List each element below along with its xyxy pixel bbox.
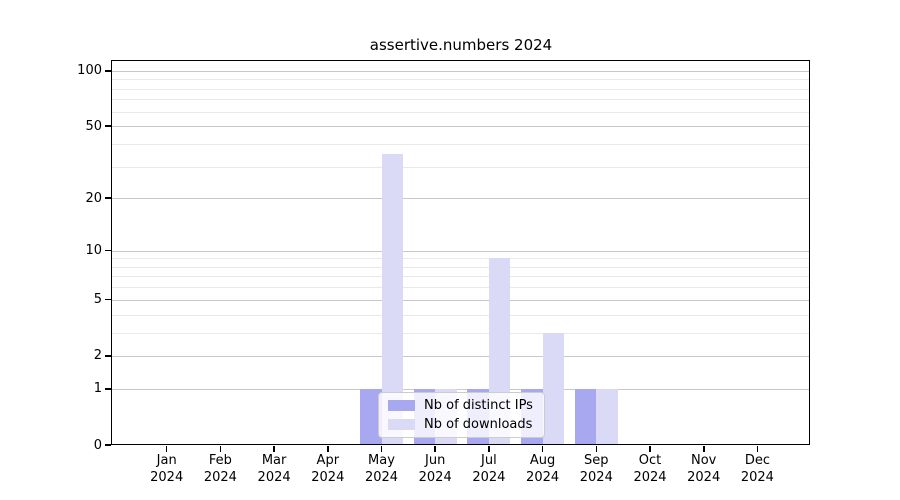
x-tick-label-oct: Oct 2024	[633, 453, 667, 485]
y-tickmark-20	[105, 197, 111, 199]
plot-area-border	[111, 60, 810, 445]
y-tick-label-10: 10	[85, 243, 102, 258]
y-tickmark-2	[105, 355, 111, 357]
y-tick-label-0: 0	[93, 437, 102, 453]
x-tickmark-feb	[219, 446, 222, 452]
bar-nb-of-distinct-ips-sep	[574, 388, 597, 445]
x-tick-label-apr: Apr 2024	[311, 453, 345, 485]
legend-label-nb-of-downloads: Nb of downloads	[424, 417, 533, 432]
gridline-minor-40	[112, 143, 810, 145]
gridline-minor-4	[112, 314, 810, 316]
gridline-minor-9	[112, 258, 810, 260]
x-tickmark-may	[380, 446, 383, 452]
y-tickmark-1	[105, 388, 111, 390]
x-tick-label-jun: Jun 2024	[418, 453, 452, 485]
gridline-minor-70	[112, 99, 810, 101]
y-tickmark-100	[105, 70, 111, 72]
y-tickmark-5	[105, 298, 111, 301]
x-tick-label-nov: Nov 2024	[687, 453, 721, 485]
gridline-minor-60	[112, 111, 810, 113]
gridline-major-20	[112, 198, 810, 200]
bar-nb-of-downloads-aug	[542, 332, 565, 445]
gridline-major-10	[112, 250, 810, 252]
gridline-major-5	[112, 299, 810, 301]
gridline-minor-8	[112, 266, 810, 268]
y-tick-label-50: 50	[85, 118, 102, 134]
y-tickmark-10	[105, 249, 111, 252]
gridline-minor-80	[112, 88, 810, 90]
legend-swatch-nb-of-downloads	[388, 419, 415, 430]
bar-nb-of-downloads-sep	[596, 388, 618, 445]
gridline-minor-90	[112, 79, 810, 81]
x-tick-label-sep: Sep 2024	[579, 453, 613, 485]
y-tick-label-100: 100	[77, 63, 102, 79]
x-tick-label-may: May 2024	[364, 453, 399, 485]
y-tickmark-50	[105, 125, 111, 127]
legend-swatch-nb-of-distinct-ips	[388, 400, 415, 411]
x-tickmark-sep	[595, 446, 597, 452]
gridline-minor-7	[112, 276, 810, 278]
gridline-major-1	[112, 388, 810, 390]
x-tickmark-jun	[434, 446, 436, 452]
x-tick-label-dec: Dec 2024	[740, 453, 774, 485]
x-tickmark-apr	[327, 446, 329, 452]
bar-nb-of-downloads-may	[381, 154, 403, 445]
y-tick-label-5: 5	[93, 292, 102, 308]
gridline-minor-6	[112, 287, 810, 289]
gridline-major-50	[112, 126, 810, 128]
bar-nb-of-distinct-ips-may	[360, 388, 382, 445]
x-tick-label-feb: Feb 2024	[203, 453, 237, 485]
x-tick-label-aug: Aug 2024	[526, 453, 560, 485]
y-tickmark-0	[105, 444, 111, 446]
x-tickmark-oct	[649, 446, 651, 452]
x-tick-label-jul: Jul 2024	[472, 453, 506, 485]
x-tickmark-mar	[273, 446, 275, 452]
legend-row-nb-of-distinct-ips: Nb of distinct IPs	[388, 398, 535, 413]
x-tickmark-dec	[756, 446, 759, 452]
x-tickmark-aug	[541, 446, 544, 452]
x-tick-label-jan: Jan 2024	[150, 453, 184, 485]
y-tick-label-20: 20	[85, 190, 102, 206]
y-tick-label-2: 2	[93, 348, 102, 364]
chart-title: assertive.numbers 2024	[369, 36, 553, 54]
y-tick-label-1: 1	[93, 381, 102, 397]
gridline-minor-30	[112, 166, 810, 168]
x-tickmark-nov	[703, 446, 705, 452]
gridline-minor-3	[112, 332, 810, 334]
x-tick-label-mar: Mar 2024	[257, 453, 291, 485]
x-tickmark-jan	[165, 446, 168, 452]
gridline-major-2	[112, 355, 810, 357]
legend-label-nb-of-distinct-ips: Nb of distinct IPs	[424, 398, 533, 413]
legend-row-nb-of-downloads: Nb of downloads	[388, 417, 535, 432]
legend: Nb of distinct IPs Nb of downloads	[378, 392, 545, 438]
gridline-major-100	[112, 70, 810, 72]
x-tickmark-jul	[488, 446, 490, 452]
